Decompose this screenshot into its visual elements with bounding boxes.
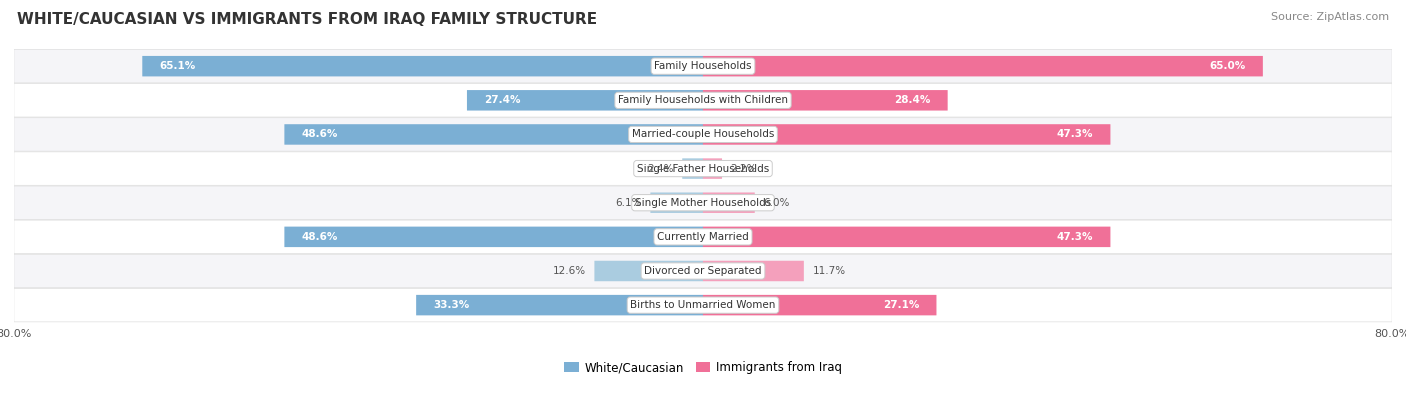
Text: Births to Unmarried Women: Births to Unmarried Women	[630, 300, 776, 310]
FancyBboxPatch shape	[14, 118, 1392, 151]
FancyBboxPatch shape	[14, 152, 1392, 185]
FancyBboxPatch shape	[14, 186, 1392, 220]
Text: 27.1%: 27.1%	[883, 300, 920, 310]
FancyBboxPatch shape	[703, 56, 1263, 76]
FancyBboxPatch shape	[703, 192, 755, 213]
Text: Single Father Households: Single Father Households	[637, 164, 769, 173]
Text: 65.1%: 65.1%	[160, 61, 195, 71]
Text: 47.3%: 47.3%	[1057, 130, 1092, 139]
Text: 65.0%: 65.0%	[1209, 61, 1246, 71]
Text: Married-couple Households: Married-couple Households	[631, 130, 775, 139]
Text: 11.7%: 11.7%	[813, 266, 845, 276]
Text: 28.4%: 28.4%	[894, 95, 931, 105]
Text: Family Households with Children: Family Households with Children	[619, 95, 787, 105]
Text: 27.4%: 27.4%	[484, 95, 520, 105]
Text: Family Households: Family Households	[654, 61, 752, 71]
Legend: White/Caucasian, Immigrants from Iraq: White/Caucasian, Immigrants from Iraq	[560, 356, 846, 379]
FancyBboxPatch shape	[703, 261, 804, 281]
Text: Source: ZipAtlas.com: Source: ZipAtlas.com	[1271, 12, 1389, 22]
Text: 47.3%: 47.3%	[1057, 232, 1092, 242]
FancyBboxPatch shape	[703, 90, 948, 111]
FancyBboxPatch shape	[14, 220, 1392, 254]
Text: 2.2%: 2.2%	[731, 164, 756, 173]
Text: 6.0%: 6.0%	[763, 198, 790, 208]
FancyBboxPatch shape	[14, 288, 1392, 322]
FancyBboxPatch shape	[14, 84, 1392, 117]
Text: Divorced or Separated: Divorced or Separated	[644, 266, 762, 276]
Text: 33.3%: 33.3%	[433, 300, 470, 310]
FancyBboxPatch shape	[284, 124, 703, 145]
FancyBboxPatch shape	[703, 158, 723, 179]
Text: 6.1%: 6.1%	[616, 198, 643, 208]
FancyBboxPatch shape	[595, 261, 703, 281]
Text: 48.6%: 48.6%	[302, 232, 337, 242]
FancyBboxPatch shape	[142, 56, 703, 76]
Text: Single Mother Households: Single Mother Households	[636, 198, 770, 208]
FancyBboxPatch shape	[682, 158, 703, 179]
Text: 48.6%: 48.6%	[302, 130, 337, 139]
FancyBboxPatch shape	[284, 227, 703, 247]
FancyBboxPatch shape	[651, 192, 703, 213]
FancyBboxPatch shape	[703, 295, 936, 315]
Text: 2.4%: 2.4%	[647, 164, 673, 173]
FancyBboxPatch shape	[14, 49, 1392, 83]
FancyBboxPatch shape	[416, 295, 703, 315]
FancyBboxPatch shape	[703, 124, 1111, 145]
Text: WHITE/CAUCASIAN VS IMMIGRANTS FROM IRAQ FAMILY STRUCTURE: WHITE/CAUCASIAN VS IMMIGRANTS FROM IRAQ …	[17, 12, 598, 27]
FancyBboxPatch shape	[703, 227, 1111, 247]
Text: Currently Married: Currently Married	[657, 232, 749, 242]
Text: 12.6%: 12.6%	[553, 266, 586, 276]
FancyBboxPatch shape	[467, 90, 703, 111]
FancyBboxPatch shape	[14, 254, 1392, 288]
